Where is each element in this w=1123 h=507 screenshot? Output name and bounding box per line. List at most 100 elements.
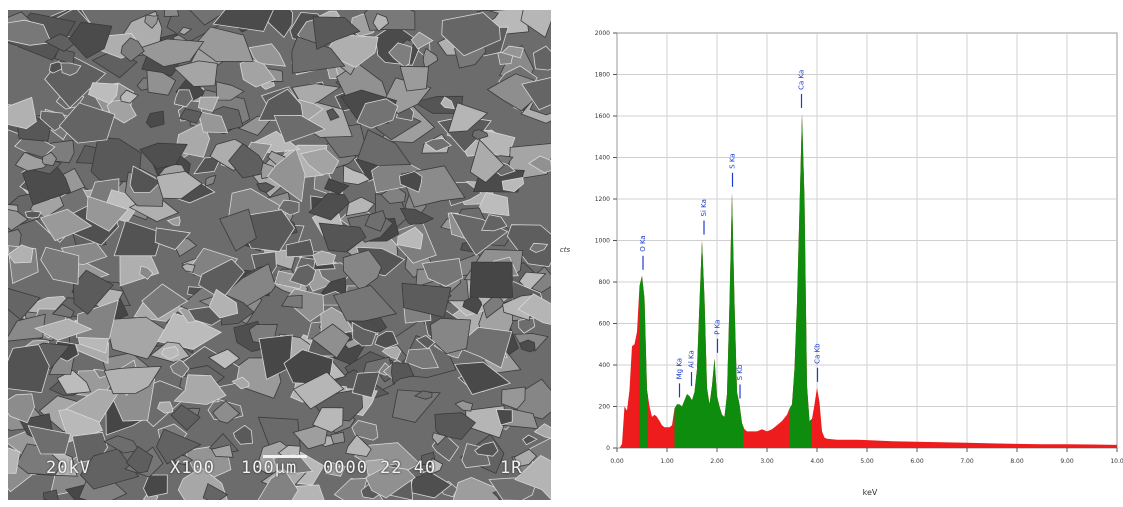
sem-flake [8,244,34,264]
sem-flake [170,404,201,431]
sem-flake [212,400,241,424]
sem-image-number: 0000 [323,458,368,478]
sem-texture [8,10,551,500]
sem-flake [441,12,501,57]
sem-flake [39,208,93,242]
sem-flake [372,13,389,32]
sem-flake [239,58,276,88]
sem-flake [471,129,489,140]
sem-flake [399,66,429,92]
sem-flake [518,317,536,334]
peak-label: Al Ka [688,350,696,368]
sem-flake [87,82,119,105]
sem-flake [141,283,189,320]
x-tick-label: 3.00 [760,458,774,465]
sem-flake [532,45,551,71]
sem-flake [34,318,93,341]
sem-flake [42,151,58,167]
sem-flake [157,401,174,414]
sem-flake [8,228,22,249]
y-tick-label: 600 [599,321,611,328]
sem-flake [257,469,299,500]
sem-flake [440,96,455,110]
y-tick-label: 1400 [595,155,610,162]
sem-flake [454,400,474,412]
sem-flake [8,19,52,46]
sem-flake [312,250,337,266]
sem-flake [324,178,350,195]
x-tick-label: 9.00 [1060,458,1074,465]
sem-flake [8,96,37,130]
sem-flake [519,339,536,353]
sem-flake [8,288,41,321]
sem-flake [332,284,398,322]
sem-flake [529,242,549,253]
sem-flake [528,155,551,174]
sem-flake [258,334,293,380]
x-tick-label: 2.00 [710,458,724,465]
axes: 0.00 1.00 2.00 3.00 4.00 5.00 6.00 7.00 8.00 9.00… [595,30,1123,465]
peak-region-area [674,192,743,448]
sem-flake [27,425,71,455]
sem-flake [193,26,254,62]
y-axis-label: cts [560,246,571,254]
sem-flake [421,258,464,287]
y-tick-label: 2000 [595,30,610,37]
peak-label: S Ka [729,153,737,168]
sem-flake [501,386,526,410]
sem-flake [365,465,416,499]
sem-flake [143,474,168,498]
y-tick-label: 0 [606,445,610,452]
sem-label-2: 1R [500,458,523,478]
sem-label-1: 22 40 [380,458,437,478]
peak-label: Ca Ka [798,70,806,90]
sem-flake [522,434,538,446]
sem-flake [351,321,377,347]
peak-label: Ca Kb [814,343,822,364]
x-tick-label: 6.00 [910,458,924,465]
sem-flake [291,36,346,74]
sem-flake [374,330,399,349]
sem-flake [8,344,50,394]
peak-label: P Ka [714,320,722,335]
sem-flake [289,264,317,287]
peak-label: Si Ka [700,199,708,216]
sem-flake [145,110,165,129]
x-tick-label: 4.00 [810,458,824,465]
sem-flake [521,77,551,111]
x-tick-label: 8.00 [1010,458,1024,465]
peak-region-area [789,113,812,449]
eds-spectrum-svg: 0.00 1.00 2.00 3.00 4.00 5.00 6.00 7.00 8.00 9.00… [560,30,1123,497]
sem-flake [14,151,51,172]
x-tick-label: 7.00 [960,458,974,465]
y-tick-label: 400 [599,362,611,369]
sem-flake [173,89,193,108]
sem-flake [501,177,524,193]
eds-spectrum-chart: 0.00 1.00 2.00 3.00 4.00 5.00 6.00 7.00 8.00 9.00… [555,0,1123,503]
peak-label: O Ka [639,235,647,252]
sem-flake [40,246,80,285]
sem-flake [363,10,416,31]
sem-flake [410,31,434,50]
sem-flake [312,407,344,433]
sem-flake [8,447,21,474]
x-tick-label: 0.00 [610,458,624,465]
sem-flake [8,204,19,212]
sem-flake [517,293,551,325]
x-axis-label: keV [863,488,878,497]
sem-flake [85,195,129,232]
sem-flake [256,182,275,193]
sem-flake [58,102,116,144]
sem-flake [72,269,114,315]
sem-flake [8,313,46,342]
sem-flake [413,390,433,400]
sem-flake [299,148,340,175]
y-tick-label: 1200 [595,196,610,203]
sem-flake [103,435,140,454]
sem-flake [139,265,154,280]
sem-flake [205,174,217,187]
sem-flake [173,374,227,405]
y-tick-label: 200 [599,404,611,411]
sem-flake [520,10,551,39]
sem-flake [415,335,436,350]
